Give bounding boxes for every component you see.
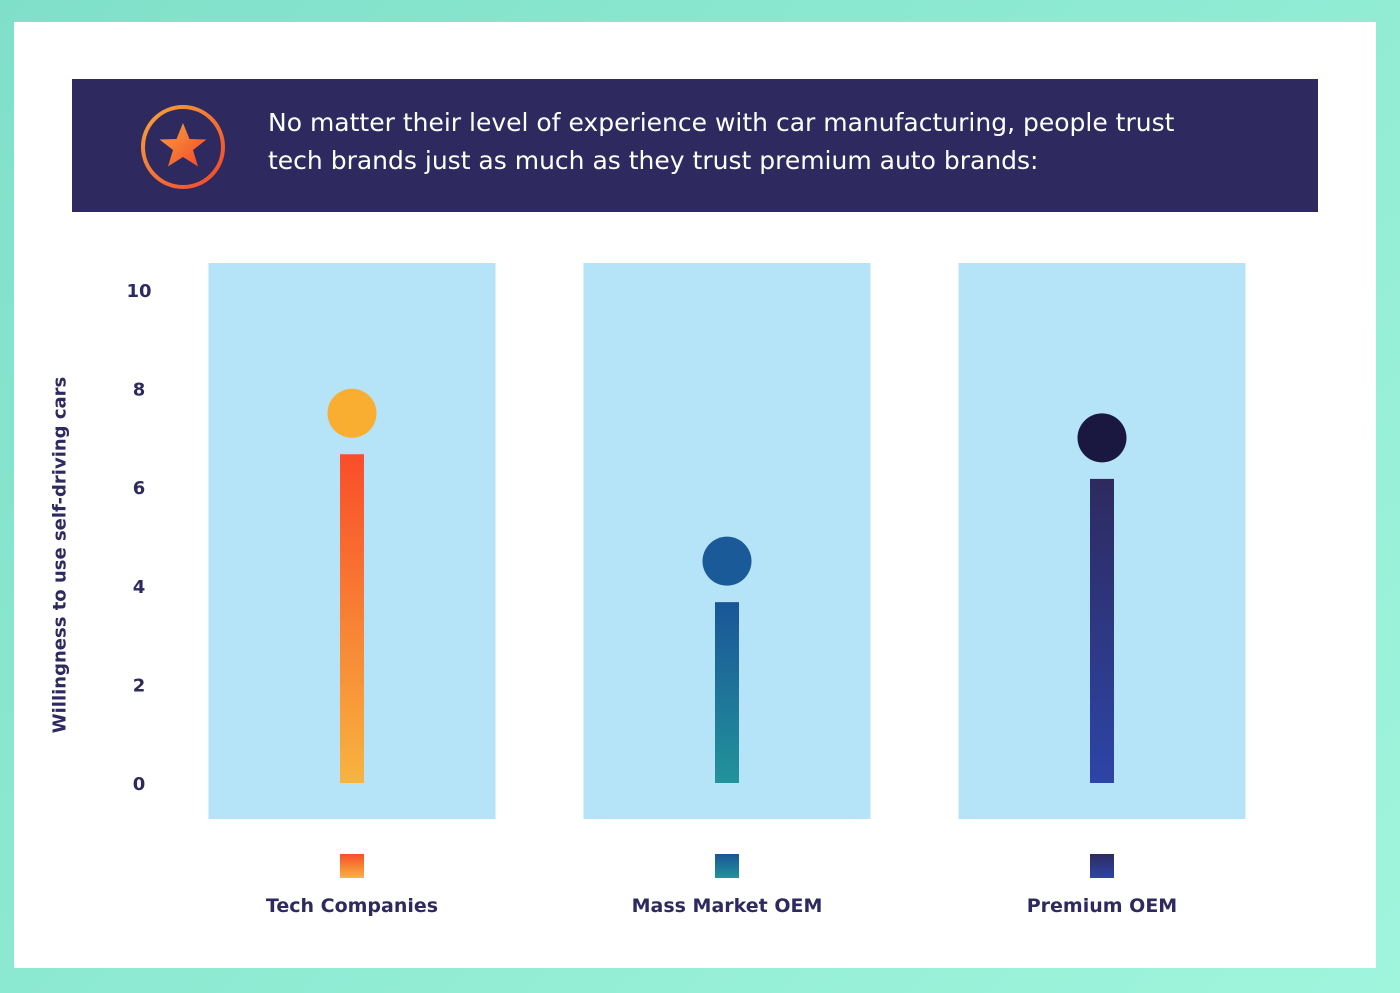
headline-banner: No matter their level of experience with… (72, 79, 1318, 212)
category-label: Mass Market OEM (632, 895, 823, 917)
y-tick-label: 0 (133, 774, 146, 795)
category-label: Premium OEM (1027, 895, 1177, 917)
headline-text: No matter their level of experience with… (268, 104, 1248, 180)
lollipop-stem (715, 602, 739, 783)
lollipop-dot (1077, 413, 1127, 463)
star-icon (141, 105, 225, 189)
legend-swatch (715, 854, 739, 878)
lollipop-stem (1090, 478, 1114, 783)
y-tick-label: 10 (126, 281, 151, 302)
lollipop-dot (327, 388, 377, 438)
legend-swatch (1090, 854, 1114, 878)
lollipop-stem (340, 454, 364, 783)
category-label: Tech Companies (266, 895, 438, 917)
y-tick-label: 2 (133, 675, 146, 696)
headline-line-1: No matter their level of experience with… (268, 108, 1175, 137)
lollipop-dot (702, 536, 752, 586)
y-tick-label: 4 (133, 577, 146, 598)
y-tick-label: 6 (133, 478, 146, 499)
headline-line-2: tech brands just as much as they trust p… (268, 146, 1039, 175)
legend-swatch (340, 854, 364, 878)
y-tick-label: 8 (133, 380, 146, 401)
